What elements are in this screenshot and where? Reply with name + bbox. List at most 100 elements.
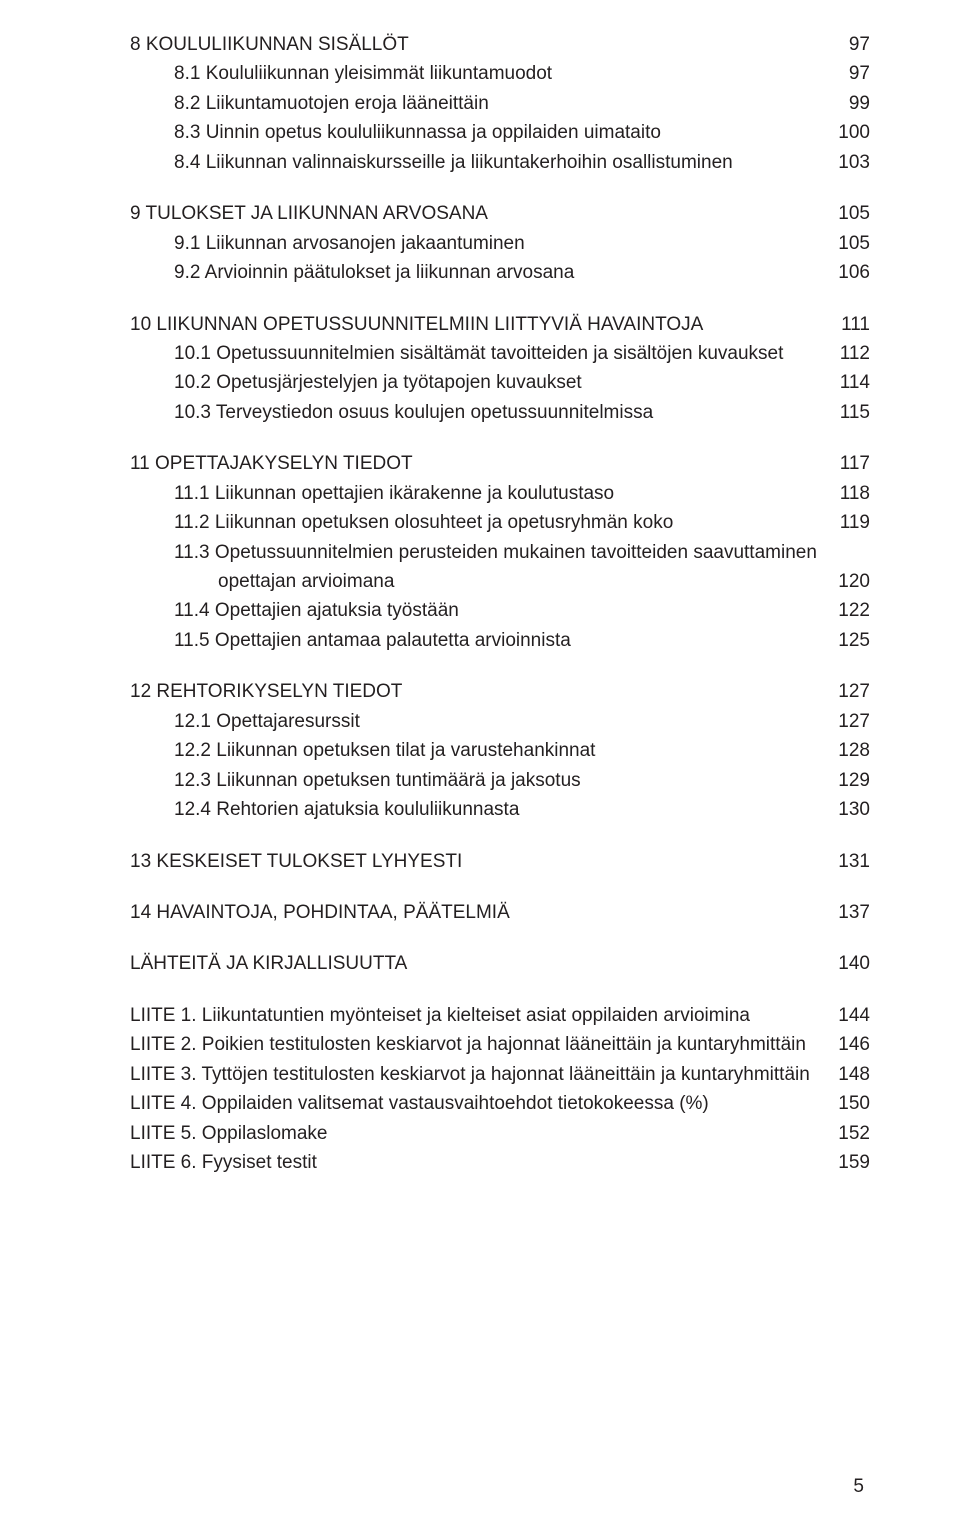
toc-page-number: 128 <box>814 736 870 765</box>
toc-row: LIITE 1. Liikuntatuntien myönteiset ja k… <box>130 1001 870 1030</box>
toc-page-number: 140 <box>814 949 870 978</box>
toc-row: 14 HAVAINTOJA, POHDINTAA, PÄÄTELMIÄ137 <box>130 898 870 927</box>
toc-page-number: 100 <box>814 118 870 147</box>
toc-row: 10.1 Opetussuunnitelmien sisältämät tavo… <box>130 339 870 368</box>
toc-row: 12.2 Liikunnan opetuksen tilat ja varust… <box>130 736 870 765</box>
toc-row: 9.1 Liikunnan arvosanojen jakaantuminen 1… <box>130 229 870 258</box>
toc-row: 11.4 Opettajien ajatuksia työstään 122 <box>130 596 870 625</box>
toc-page-number: 130 <box>814 795 870 824</box>
toc-text: LIITE 3. Tyttöjen testitulosten keskiarv… <box>130 1060 810 1089</box>
table-of-contents: 8 KOULULIIKUNNAN SISÄLLÖT 97 8.1 Koululiik… <box>130 30 870 1177</box>
toc-page-number: 120 <box>814 567 870 596</box>
toc-gap <box>130 825 870 847</box>
toc-text: 11.5 Opettajien antamaa palautetta arvio… <box>130 626 571 655</box>
toc-row: 8 KOULULIIKUNNAN SISÄLLÖT 97 <box>130 30 870 59</box>
toc-page-number: 117 <box>814 449 870 478</box>
toc-text: 10 LIIKUNNAN OPETUSSUUNNITELMIIN LIITTYV… <box>130 310 703 339</box>
toc-page-number: 105 <box>814 199 870 228</box>
toc-text: 13 KESKEISET TULOKSET LYHYESTI <box>130 847 462 876</box>
toc-gap <box>130 288 870 310</box>
toc-row: 8.4 Liikunnan valinnaiskursseille ja lii… <box>130 148 870 177</box>
toc-text: LIITE 1. Liikuntatuntien myönteiset ja k… <box>130 1001 750 1030</box>
toc-page-number: 148 <box>814 1060 870 1089</box>
toc-row: 8.2 Liikuntamuotojen eroja lääneittäin 99 <box>130 89 870 118</box>
toc-page-number: 122 <box>814 596 870 625</box>
toc-text: 8.1 Koululiikunnan yleisimmät liikuntamu… <box>130 59 552 88</box>
toc-row: opettajan arvioimana 120 <box>130 567 870 596</box>
toc-page-number: 119 <box>814 508 870 537</box>
toc-page-number: 111 <box>814 310 870 339</box>
toc-page-number: 146 <box>814 1030 870 1059</box>
toc-text: 8.2 Liikuntamuotojen eroja lääneittäin <box>130 89 489 118</box>
toc-row: 8.3 Uinnin opetus koululiikunnassa ja op… <box>130 118 870 147</box>
page-container: 8 KOULULIIKUNNAN SISÄLLÖT 97 8.1 Koululiik… <box>0 0 960 1532</box>
toc-text: 9 TULOKSET JA LIIKUNNAN ARVOSANA <box>130 199 488 228</box>
toc-row: 12.4 Rehtorien ajatuksia koululiikunnast… <box>130 795 870 824</box>
toc-page-number: 114 <box>814 368 870 397</box>
toc-page-number: 150 <box>814 1089 870 1118</box>
toc-row: 11.1 Liikunnan opettajien ikärakenne ja … <box>130 479 870 508</box>
toc-text: 12.4 Rehtorien ajatuksia koululiikunnast… <box>130 795 519 824</box>
toc-text: LIITE 5. Oppilaslomake <box>130 1119 327 1148</box>
toc-row: 13 KESKEISET TULOKSET LYHYESTI 131 <box>130 847 870 876</box>
toc-page-number: 97 <box>814 59 870 88</box>
toc-page-number: 99 <box>814 89 870 118</box>
toc-text: 12 REHTORIKYSELYN TIEDOT <box>130 677 402 706</box>
toc-gap <box>130 979 870 1001</box>
toc-text: 8.3 Uinnin opetus koululiikunnassa ja op… <box>130 118 661 147</box>
toc-page-number: 112 <box>814 339 870 368</box>
toc-gap <box>130 927 870 949</box>
toc-row: 9 TULOKSET JA LIIKUNNAN ARVOSANA 105 <box>130 199 870 228</box>
toc-page-number: 115 <box>814 398 870 427</box>
toc-page-number: 106 <box>814 258 870 287</box>
toc-text: 12.3 Liikunnan opetuksen tuntimäärä ja j… <box>130 766 581 795</box>
toc-page-number: 127 <box>814 677 870 706</box>
toc-gap <box>130 177 870 199</box>
toc-page-number: 125 <box>814 626 870 655</box>
toc-text: LIITE 6. Fyysiset testit <box>130 1148 317 1177</box>
toc-row: LIITE 6. Fyysiset testit 159 <box>130 1148 870 1177</box>
footer-page-number: 5 <box>853 1476 864 1498</box>
toc-row: 11 OPETTAJAKYSELYN TIEDOT 117 <box>130 449 870 478</box>
toc-text: 9.1 Liikunnan arvosanojen jakaantuminen <box>130 229 525 258</box>
toc-text: 11.3 Opetussuunnitelmien perusteiden muk… <box>130 538 817 567</box>
toc-text: 10.2 Opetusjärjestelyjen ja työtapojen k… <box>130 368 582 397</box>
toc-page-number: 152 <box>814 1119 870 1148</box>
toc-page-number: 118 <box>814 479 870 508</box>
toc-row: LÄHTEITÄ JA KIRJALLISUUTTA 140 <box>130 949 870 978</box>
toc-text: 11 OPETTAJAKYSELYN TIEDOT <box>130 449 413 478</box>
toc-row: 10.3 Terveystiedon osuus koulujen opetus… <box>130 398 870 427</box>
toc-row: LIITE 5. Oppilaslomake 152 <box>130 1119 870 1148</box>
toc-page-number: 159 <box>814 1148 870 1177</box>
toc-page-number: 127 <box>814 707 870 736</box>
toc-text: 14 HAVAINTOJA, POHDINTAA, PÄÄTELMIÄ <box>130 898 510 927</box>
toc-text: opettajan arvioimana <box>130 567 394 596</box>
toc-row: 11.5 Opettajien antamaa palautetta arvio… <box>130 626 870 655</box>
toc-text: 9.2 Arvioinnin päätulokset ja liikunnan … <box>130 258 574 287</box>
toc-text: LIITE 4. Oppilaiden valitsemat vastausva… <box>130 1089 709 1118</box>
toc-row: 12 REHTORIKYSELYN TIEDOT 127 <box>130 677 870 706</box>
toc-row: 8.1 Koululiikunnan yleisimmät liikuntamu… <box>130 59 870 88</box>
toc-page-number: 105 <box>814 229 870 258</box>
toc-text: LIITE 2. Poikien testitulosten keskiarvo… <box>130 1030 806 1059</box>
toc-page-number: 97 <box>814 30 870 59</box>
toc-gap <box>130 427 870 449</box>
toc-row: 9.2 Arvioinnin päätulokset ja liikunnan … <box>130 258 870 287</box>
toc-text: 10.1 Opetussuunnitelmien sisältämät tavo… <box>130 339 783 368</box>
toc-page-number: 129 <box>814 766 870 795</box>
toc-row: 11.2 Liikunnan opetuksen olosuhteet ja o… <box>130 508 870 537</box>
toc-text: 10.3 Terveystiedon osuus koulujen opetus… <box>130 398 653 427</box>
toc-text: 12.1 Opettajaresurssit <box>130 707 360 736</box>
toc-text: 11.2 Liikunnan opetuksen olosuhteet ja o… <box>130 508 673 537</box>
toc-row: 10 LIIKUNNAN OPETUSSUUNNITELMIIN LIITTYV… <box>130 310 870 339</box>
toc-row: 12.3 Liikunnan opetuksen tuntimäärä ja j… <box>130 766 870 795</box>
toc-text: 8.4 Liikunnan valinnaiskursseille ja lii… <box>130 148 733 177</box>
toc-page-number: 131 <box>814 847 870 876</box>
toc-text: 11.4 Opettajien ajatuksia työstään <box>130 596 459 625</box>
toc-text: 8 KOULULIIKUNNAN SISÄLLÖT <box>130 30 409 59</box>
toc-gap <box>130 876 870 898</box>
toc-text: 11.1 Liikunnan opettajien ikärakenne ja … <box>130 479 614 508</box>
toc-text: LÄHTEITÄ JA KIRJALLISUUTTA <box>130 949 407 978</box>
toc-gap <box>130 655 870 677</box>
toc-row: 12.1 Opettajaresurssit 127 <box>130 707 870 736</box>
